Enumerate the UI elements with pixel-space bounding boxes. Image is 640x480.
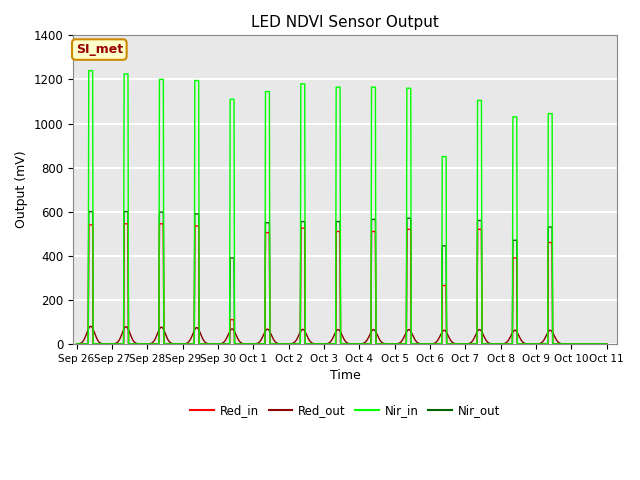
Legend: Red_in, Red_out, Nir_in, Nir_out: Red_in, Red_out, Nir_in, Nir_out — [186, 399, 504, 421]
X-axis label: Time: Time — [330, 369, 360, 382]
Title: LED NDVI Sensor Output: LED NDVI Sensor Output — [252, 15, 439, 30]
Y-axis label: Output (mV): Output (mV) — [15, 151, 28, 228]
Text: SI_met: SI_met — [76, 43, 123, 56]
